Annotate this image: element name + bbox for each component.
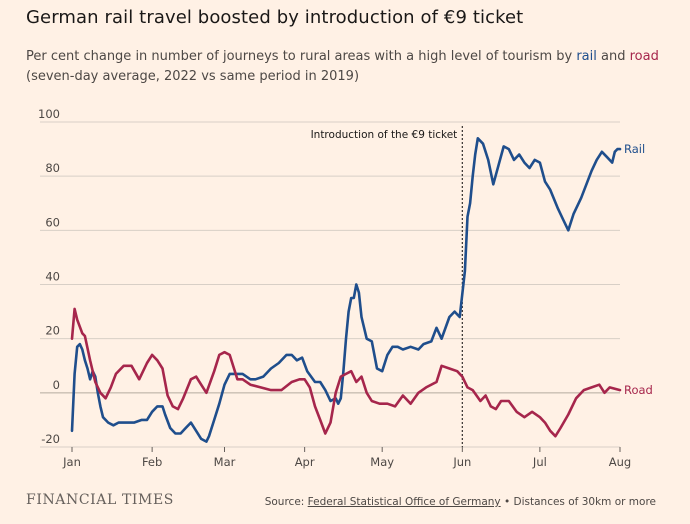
subtitle-prefix: Per cent change in number of journeys to… bbox=[26, 49, 577, 64]
line-chart: -20 0 20 40 60 80 100 Jan Feb Mar Apr May Jun Jul Aug I… bbox=[38, 107, 653, 469]
y-tick-label: 40 bbox=[45, 270, 60, 284]
x-tick-label: Jul bbox=[532, 455, 547, 469]
series-label-rail: Rail bbox=[624, 142, 645, 156]
series-label-road: Road bbox=[624, 383, 653, 397]
source-suffix: • Distances of 30km or more bbox=[500, 496, 656, 508]
y-tick-label: 20 bbox=[45, 324, 60, 338]
y-tick-label: -20 bbox=[41, 432, 60, 446]
subtitle-mid: and bbox=[596, 49, 630, 64]
source-note: Source: Federal Statistical Office of Ge… bbox=[265, 496, 656, 508]
chart-subtitle: Per cent change in number of journeys to… bbox=[26, 47, 666, 87]
x-tick-label: Apr bbox=[295, 455, 315, 469]
source-link[interactable]: Federal Statistical Office of Germany bbox=[307, 496, 501, 508]
x-tick-label: Mar bbox=[214, 455, 236, 469]
source-prefix: Source: bbox=[264, 496, 308, 508]
series-line-road bbox=[70, 307, 622, 438]
y-tick-label: 80 bbox=[45, 161, 60, 175]
annotation-label: Introduction of the €9 ticket bbox=[311, 129, 458, 141]
x-tick-label: Jun bbox=[452, 455, 471, 469]
subtitle-road-word: road bbox=[629, 49, 659, 64]
x-tick-label: Feb bbox=[142, 455, 162, 469]
x-tick-label: May bbox=[370, 455, 394, 469]
x-tick-label: Jan bbox=[62, 455, 81, 469]
chart-title: German rail travel boosted by introducti… bbox=[26, 7, 524, 28]
ft-brand-logo: FINANCIAL TIMES bbox=[26, 492, 174, 508]
series-line-rail bbox=[70, 137, 622, 443]
x-tick-label: Aug bbox=[609, 455, 631, 469]
subtitle-rail-word: rail bbox=[576, 49, 597, 64]
y-tick-label: 100 bbox=[38, 107, 60, 121]
subtitle-suffix: (seven-day average, 2022 vs same period … bbox=[26, 69, 360, 84]
y-tick-label: 0 bbox=[53, 378, 60, 392]
y-tick-label: 60 bbox=[45, 215, 60, 229]
